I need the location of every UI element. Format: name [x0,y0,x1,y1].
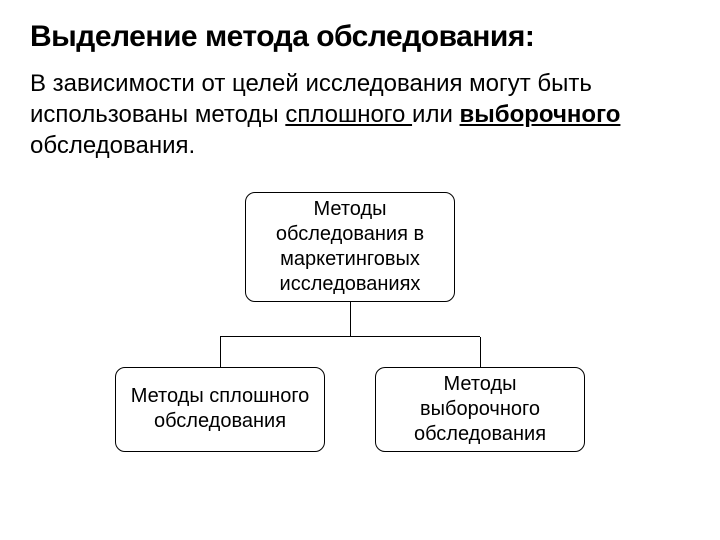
tree-node-left: Методы сплошного обследования [115,367,325,452]
tree-connector [480,337,481,367]
tree-diagram: Методы обследования в маркетинговых иссл… [30,192,690,492]
desc-part3: обследования. [30,132,195,159]
tree-node-root: Методы обследования в маркетинговых иссл… [245,192,455,302]
tree-connector [350,302,351,337]
desc-underline-2: выборочного [460,101,621,128]
tree-connector [220,336,480,337]
description-text: В зависимости от целей исследования могу… [30,68,690,162]
page-title: Выделение метода обследования: [30,20,690,54]
desc-underline-1: сплошного [285,101,412,128]
tree-node-right: Методы выборочного обследования [375,367,585,452]
tree-connector [220,337,221,367]
desc-part2: или [412,101,459,128]
